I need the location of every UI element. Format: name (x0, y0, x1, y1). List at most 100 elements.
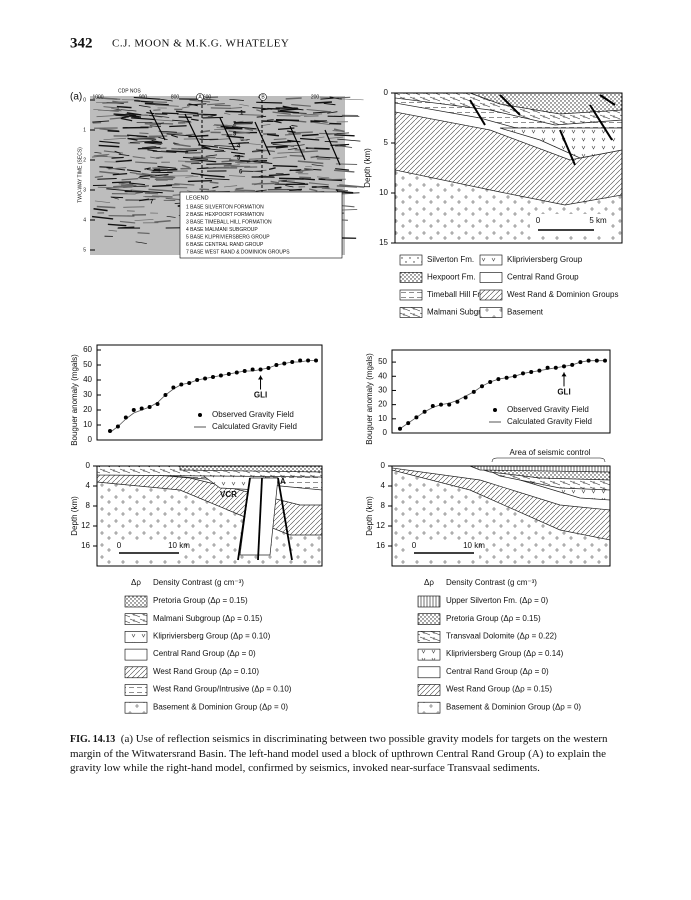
reflector (277, 151, 302, 154)
section-label: VCR (220, 490, 237, 499)
reflector (210, 107, 231, 109)
observed-point (422, 409, 427, 414)
horizon-marker: 3 (233, 132, 237, 138)
reflector (127, 137, 138, 141)
reflector (191, 118, 199, 121)
reflector (201, 114, 213, 118)
depth-tick-label: 8 (381, 501, 386, 510)
legend-label: Pretoria Group (Δρ = 0.15) (446, 614, 541, 623)
reflector (147, 149, 158, 152)
reflector (108, 214, 135, 217)
y-tick-label: 20 (83, 405, 92, 414)
legend-label: Central Rand Group (Δρ = 0) (153, 649, 256, 658)
reflector (140, 100, 154, 103)
legend-label: Malmani Subgroup (Δρ = 0.15) (153, 614, 263, 623)
gravity-frame (391, 349, 611, 434)
seismic-header (90, 88, 345, 96)
time-tick-label: 3 (83, 187, 86, 193)
scale-label: 10 km (168, 541, 190, 550)
reflector (203, 189, 216, 193)
legend-swatch (124, 666, 148, 679)
reflector (144, 102, 169, 106)
reflector (207, 103, 225, 106)
page-number: 342 (70, 35, 93, 51)
legend-title: Density Contrast (g cm⁻³) (153, 578, 244, 587)
reflector (108, 229, 118, 232)
fault-trace (324, 129, 341, 166)
reflector (255, 189, 267, 192)
reflector (92, 120, 110, 123)
reflector (339, 184, 365, 188)
legend-label: Upper Silverton Fm. (Δρ = 0) (446, 596, 548, 605)
reflector (181, 164, 190, 169)
reflector (187, 179, 213, 183)
reflector (337, 138, 361, 142)
reflector (99, 166, 113, 168)
reflector (148, 188, 175, 192)
reflector (202, 145, 211, 150)
reflector (189, 99, 211, 103)
panel-label: (a) (70, 92, 82, 103)
reflector (115, 108, 137, 112)
reflector (107, 223, 127, 227)
legend-label: Pretoria Group (Δρ = 0.15) (153, 596, 248, 605)
reflector (251, 182, 275, 185)
reflector (162, 174, 176, 179)
legend-dot (493, 408, 497, 412)
reflector (234, 155, 244, 157)
reflector (178, 160, 202, 163)
caption: FIG. 14.13 (a) Use of reflection seismic… (70, 732, 625, 775)
observed-point (512, 374, 517, 379)
reflector (135, 241, 147, 244)
reflector (275, 146, 289, 149)
reflector (146, 111, 155, 115)
reflector (234, 189, 256, 192)
scale-bar-bg (407, 540, 479, 560)
reflector (155, 104, 179, 107)
reflector (289, 154, 305, 157)
observed-point (537, 368, 542, 373)
reflector (312, 111, 331, 114)
reflector (202, 116, 224, 119)
scale-label: 0 (412, 541, 417, 550)
depth-tick-label: 16 (376, 541, 385, 550)
legend-swatch (399, 254, 423, 266)
y-tick-label: 0 (383, 428, 388, 437)
reflector (278, 179, 288, 182)
y-tick-label: 50 (378, 357, 387, 366)
reflector (244, 127, 254, 132)
reflector (166, 133, 192, 137)
legend-title: Density Contrast (g cm⁻³) (446, 578, 537, 587)
seismic-legend-box (179, 191, 343, 259)
scale-label: 5 km (589, 216, 607, 225)
depth-tick-label: 15 (379, 238, 388, 247)
observed-point (496, 377, 501, 382)
legend-label: West Rand & Dominion Groups (507, 290, 618, 299)
reflector (270, 180, 280, 184)
reflector (99, 170, 120, 175)
reflector (129, 137, 151, 140)
reflector (309, 188, 318, 192)
legend-label: Central Rand Group (Δρ = 0) (446, 667, 549, 676)
legend-label: Calculated Gravity Field (212, 422, 297, 431)
reflector (328, 136, 344, 139)
legend-swatch (479, 289, 503, 301)
legend-swatch (417, 595, 441, 608)
legend-swatch (399, 272, 423, 283)
legend-label: Observed Gravity Field (212, 410, 294, 419)
cdp-tick: 900 (139, 94, 148, 100)
observed-point (447, 402, 452, 407)
reflector (300, 113, 323, 116)
reflector (152, 101, 168, 103)
reflector (274, 120, 282, 124)
reflector (299, 150, 318, 153)
reflector (315, 156, 340, 159)
observed-point (290, 360, 295, 364)
reflector (314, 101, 332, 104)
reflector (91, 215, 114, 220)
cdp-marker: B (261, 94, 265, 100)
observed-point (594, 358, 599, 363)
legend-swatch (124, 701, 148, 714)
